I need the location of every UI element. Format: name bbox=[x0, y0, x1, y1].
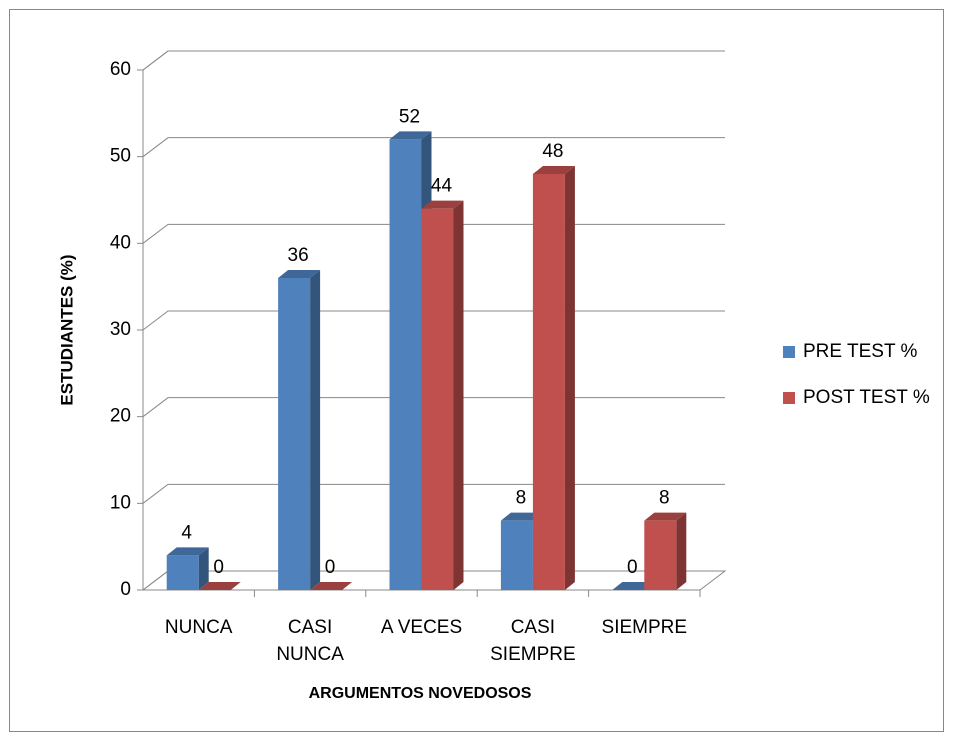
data-label: 4 bbox=[181, 522, 192, 543]
bar-side bbox=[198, 547, 209, 590]
legend-label: POST TEST % bbox=[803, 387, 930, 408]
grid-line bbox=[142, 137, 725, 158]
x-tick-label: A VECES bbox=[380, 617, 463, 638]
bar-top bbox=[532, 166, 575, 174]
bar bbox=[532, 166, 575, 590]
bar-side bbox=[453, 200, 464, 590]
x-tick-label: CASI NUNCA bbox=[276, 617, 344, 665]
x-tick-label: CASI SIEMPRE bbox=[490, 617, 576, 665]
bar-top bbox=[310, 582, 353, 590]
y-tick-label: 60 bbox=[110, 59, 131, 80]
grid-line bbox=[142, 50, 725, 71]
bar-front bbox=[278, 278, 311, 590]
bar bbox=[198, 582, 241, 590]
bar-front bbox=[500, 520, 533, 590]
y-tick-label: 0 bbox=[120, 579, 131, 600]
legend-swatch bbox=[783, 392, 795, 404]
bar-side bbox=[676, 512, 687, 590]
legend-swatch bbox=[783, 346, 795, 358]
bar bbox=[421, 200, 464, 590]
bar bbox=[278, 270, 321, 590]
bar-front bbox=[421, 208, 454, 590]
bar-front bbox=[644, 520, 677, 590]
bar-side bbox=[564, 166, 575, 590]
chart-border bbox=[9, 9, 944, 732]
x-axis-title: ARGUMENTOS NOVEDOSOS bbox=[309, 685, 532, 702]
data-label: 0 bbox=[213, 557, 224, 578]
data-label: 8 bbox=[659, 488, 670, 509]
bar bbox=[310, 582, 353, 590]
data-label: 52 bbox=[399, 106, 420, 127]
data-label: 0 bbox=[325, 557, 336, 578]
bar-top bbox=[166, 547, 209, 556]
x-tick-label: NUNCA bbox=[164, 617, 233, 638]
data-label: 48 bbox=[542, 141, 563, 162]
y-tick-label: 50 bbox=[110, 146, 131, 167]
bar-front bbox=[389, 139, 422, 591]
bar-top bbox=[389, 131, 432, 140]
bar-side bbox=[310, 270, 321, 590]
y-axis-title: ESTUDIANTES (%) bbox=[57, 254, 76, 405]
bar bbox=[612, 582, 655, 590]
bar bbox=[166, 547, 209, 590]
bar-top bbox=[500, 512, 543, 521]
y-tick-label: 30 bbox=[110, 319, 131, 340]
legend-label: PRE TEST % bbox=[803, 341, 917, 362]
bar-top bbox=[612, 582, 655, 590]
data-label: 8 bbox=[516, 488, 527, 509]
y-tick-label: 40 bbox=[110, 232, 131, 253]
data-label: 36 bbox=[288, 245, 309, 266]
bar-front bbox=[166, 555, 199, 590]
data-label: 0 bbox=[627, 557, 638, 578]
bar-front bbox=[532, 174, 565, 590]
x-tick-label: SIEMPRE bbox=[601, 617, 688, 638]
y-tick-label: 20 bbox=[110, 406, 131, 427]
bar-top bbox=[198, 582, 241, 590]
bar-top bbox=[421, 200, 464, 209]
y-tick-label: 10 bbox=[110, 492, 131, 513]
bar-top bbox=[644, 512, 687, 521]
bar-top bbox=[278, 270, 321, 278]
data-label: 44 bbox=[431, 176, 453, 197]
bar bbox=[644, 512, 687, 590]
